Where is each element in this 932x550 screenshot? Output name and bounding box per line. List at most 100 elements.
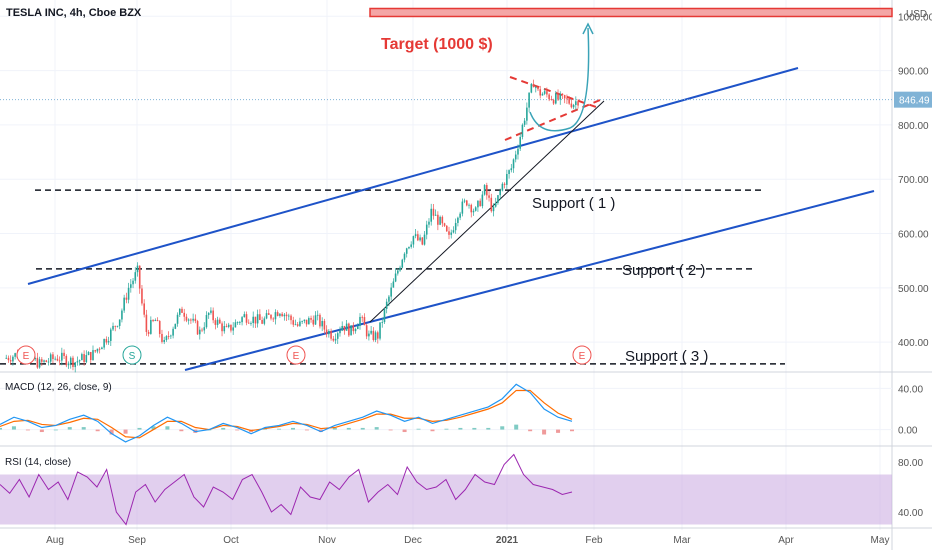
support-3-label: Support ( 3 ): [625, 348, 708, 365]
candle: [534, 87, 537, 89]
candle: [488, 195, 490, 198]
earnings-event-marker[interactable]: E: [286, 345, 306, 365]
candle: [385, 301, 388, 309]
candle: [58, 360, 61, 362]
candle: [272, 318, 275, 320]
earnings-event-marker[interactable]: E: [572, 345, 592, 365]
macd-histogram-bar: [165, 426, 170, 430]
candle: [552, 99, 555, 104]
candle: [127, 287, 130, 300]
candle: [187, 319, 190, 321]
macd-histogram-bar: [11, 426, 16, 430]
candle: [388, 296, 390, 302]
candle: [150, 319, 152, 334]
candle: [561, 93, 564, 96]
projection-path: [529, 27, 590, 132]
candle: [7, 357, 10, 361]
candle: [328, 331, 330, 335]
candle: [354, 329, 357, 332]
candle: [419, 237, 421, 241]
candle: [526, 107, 528, 121]
candle: [265, 313, 268, 319]
macd-histogram-bar: [542, 429, 547, 435]
rsi-tick-label: 80.00: [898, 458, 923, 469]
candle: [479, 200, 481, 207]
candle: [105, 339, 108, 343]
candle: [121, 310, 123, 320]
candle: [236, 322, 239, 324]
candle: [259, 314, 261, 320]
candle: [192, 318, 194, 321]
triangle-lower-line: [504, 99, 601, 141]
candle: [101, 347, 103, 350]
macd-histogram-bar: [444, 428, 449, 430]
candle: [550, 99, 553, 100]
candle: [541, 93, 544, 96]
candle: [572, 104, 575, 108]
candle: [161, 333, 163, 342]
candle: [348, 323, 350, 336]
candle: [566, 98, 568, 100]
candle: [499, 190, 501, 196]
candle: [254, 316, 257, 324]
candle: [270, 314, 272, 319]
candle: [530, 83, 533, 93]
candle: [207, 312, 210, 316]
candle: [181, 308, 183, 313]
macd-histogram-bar: [179, 429, 184, 432]
candle: [9, 360, 12, 362]
candle: [523, 120, 526, 125]
macd-histogram-bar: [486, 427, 491, 430]
last-price-tag: 846.49: [894, 91, 932, 108]
candle: [532, 83, 535, 88]
candle: [401, 259, 404, 268]
candle: [65, 356, 68, 366]
candle: [325, 329, 328, 335]
candle: [414, 234, 417, 237]
candle: [477, 200, 479, 208]
candle: [474, 207, 477, 211]
candle: [352, 325, 355, 332]
candle: [285, 314, 288, 317]
candle: [292, 320, 295, 325]
candle: [243, 314, 246, 318]
candle: [261, 319, 263, 324]
candle: [548, 94, 550, 100]
lower-channel-line: [184, 190, 875, 371]
earnings-event-label: E: [579, 351, 586, 362]
macd-histogram-bar: [500, 426, 505, 430]
candle: [417, 234, 419, 241]
candle: [56, 358, 59, 361]
candle: [136, 265, 139, 273]
macd-pane: 40.00 0.00: [0, 383, 923, 443]
time-tick-label: 2021: [496, 535, 519, 546]
candle: [510, 168, 513, 171]
split-event-marker[interactable]: S: [122, 345, 142, 365]
macd-tick-label: 40.00: [898, 384, 923, 395]
candle: [445, 225, 448, 232]
candle: [448, 231, 450, 235]
candle: [81, 354, 83, 361]
price-tick-label: 1000.00: [898, 12, 932, 23]
candle: [87, 352, 90, 356]
candle: [283, 314, 286, 317]
candle: [103, 339, 105, 348]
candle: [568, 98, 570, 104]
candle: [118, 319, 121, 326]
candle: [399, 267, 401, 271]
earnings-event-marker[interactable]: E: [16, 345, 36, 365]
candle: [537, 87, 539, 90]
candle: [41, 359, 43, 362]
macd-histogram-bar: [374, 427, 379, 430]
candle: [114, 325, 117, 327]
candle: [296, 324, 299, 326]
candle: [221, 323, 223, 332]
candle: [503, 183, 506, 185]
candle: [172, 328, 174, 336]
candle: [83, 354, 85, 363]
candle: [281, 313, 283, 317]
macd-histogram-bar: [290, 427, 295, 430]
macd-histogram-bar: [0, 427, 2, 430]
time-tick-label: Mar: [673, 535, 691, 546]
